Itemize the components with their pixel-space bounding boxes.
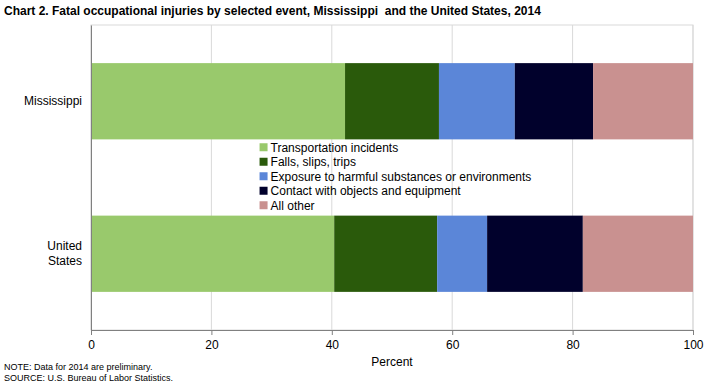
tick-label: 60 [446, 338, 460, 352]
tick: 20 [205, 330, 219, 352]
tick: 100 [683, 330, 703, 352]
bar [437, 216, 487, 292]
category-label-line: States [48, 254, 82, 268]
legend-item: Transportation incidents [260, 141, 399, 155]
category-label: UnitedStates [47, 239, 82, 267]
tick-mark [573, 330, 574, 335]
legend-item: Falls, slips, trips [260, 155, 356, 169]
plot-frame [91, 25, 693, 330]
tick: 60 [446, 330, 460, 352]
tick: 80 [566, 330, 580, 352]
legend-swatch [260, 172, 268, 180]
bar [91, 216, 334, 292]
chart: Chart 2. Fatal occupational injuries by … [0, 0, 719, 388]
note: NOTE: Data for 2014 are preliminary. [4, 362, 152, 372]
tick-mark [91, 330, 92, 335]
tick: Mississippi [24, 94, 91, 108]
tick-label: 20 [205, 338, 219, 352]
legend-label: All other [271, 199, 315, 213]
tick-label: 0 [88, 338, 95, 352]
note: SOURCE: U.S. Bureau of Labor Statistics. [4, 373, 173, 383]
category-label-line: United [47, 239, 82, 253]
bar [487, 216, 583, 292]
plot: 0 20 40 60 80 100 Mississippi UnitedStates [24, 25, 704, 352]
y-axis: Mississippi UnitedStates [24, 26, 92, 331]
legend-item: All other [260, 199, 315, 213]
axis-line [92, 330, 694, 331]
bar [345, 63, 439, 139]
tick-mark [332, 330, 333, 335]
legend-swatch [260, 201, 268, 209]
legend-item: Contact with objects and equipment [260, 184, 462, 198]
bar [583, 216, 693, 292]
tick: UnitedStates [47, 239, 91, 267]
tick-label: 80 [566, 338, 580, 352]
category-label-line: Mississippi [24, 94, 82, 108]
bar [515, 63, 593, 139]
tick-mark [211, 330, 212, 335]
tick-mark [452, 330, 453, 335]
legend-label: Exposure to harmful substances or enviro… [271, 170, 532, 184]
legend-swatch [260, 187, 268, 195]
tick-label: 100 [683, 338, 703, 352]
x-axis: 0 20 40 60 80 100 [88, 330, 704, 352]
series [583, 63, 693, 292]
axis-line [91, 26, 92, 331]
tick-label: 40 [326, 338, 340, 352]
legend-label: Transportation incidents [271, 141, 399, 155]
tick: 0 [88, 330, 95, 352]
tick-mark [693, 330, 694, 335]
bar [334, 216, 437, 292]
grid-line [91, 25, 92, 330]
category-label: Mississippi [24, 94, 82, 108]
tick: 40 [326, 330, 340, 352]
legend: Transportation incidentsFalls, slips, tr… [260, 141, 532, 213]
bar [91, 63, 345, 139]
legend-label: Contact with objects and equipment [271, 184, 462, 198]
legend-swatch [260, 143, 268, 151]
legend-label: Falls, slips, trips [271, 155, 356, 169]
bars [91, 63, 693, 292]
bar [439, 63, 515, 139]
title: Chart 2. Fatal occupational injuries by … [4, 4, 541, 18]
grid [91, 25, 693, 330]
bar [593, 63, 693, 139]
legend-swatch [260, 158, 268, 166]
x-axis-title: Percent [371, 355, 413, 369]
legend-item: Exposure to harmful substances or enviro… [260, 170, 532, 184]
